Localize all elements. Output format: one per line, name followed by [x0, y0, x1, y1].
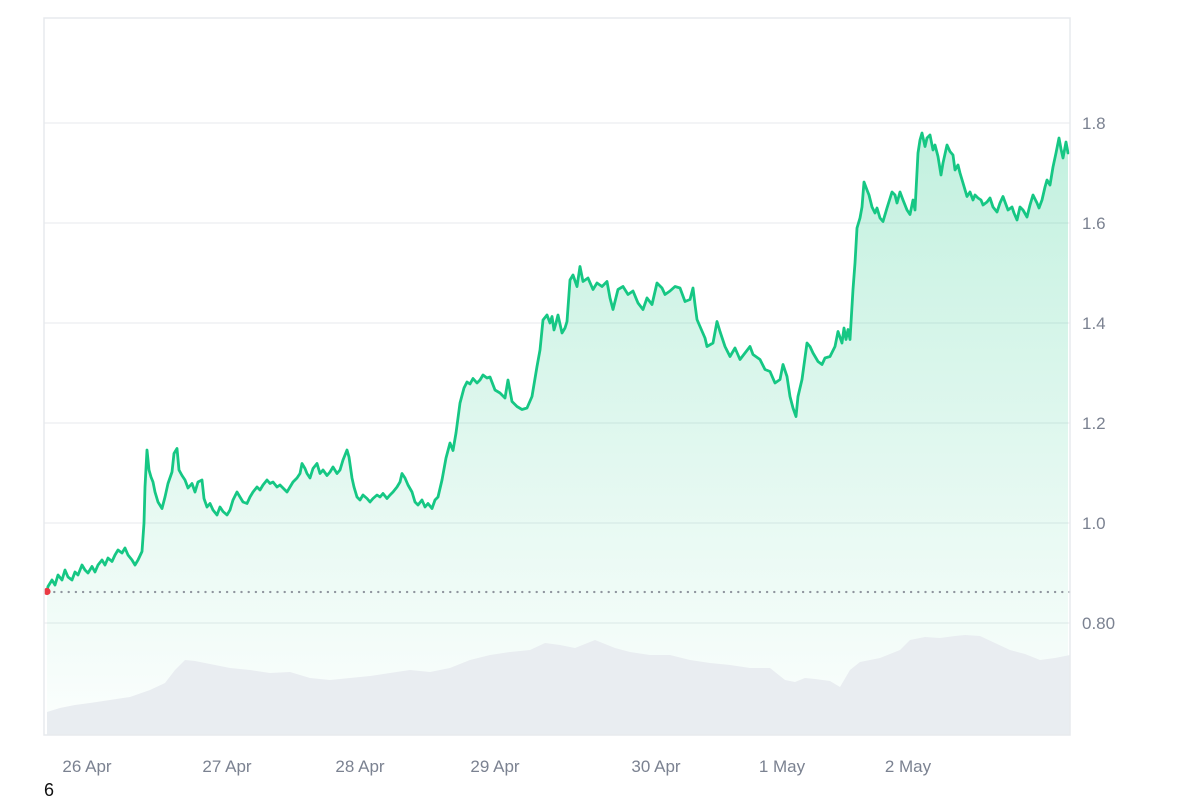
series-layer: [45, 131, 1070, 735]
y-tick-label: 1.6: [1082, 214, 1106, 233]
x-tick-label: 27 Apr: [202, 757, 251, 776]
y-tick-label: 0.80: [1082, 614, 1115, 633]
x-tick-label: 2 May: [885, 757, 932, 776]
x-tick-label: 1 May: [759, 757, 806, 776]
x-tick-label: 26 Apr: [62, 757, 111, 776]
baseline-start-marker: [43, 587, 51, 596]
price-area-fill: [47, 133, 1068, 735]
x-tick-label: 29 Apr: [470, 757, 519, 776]
overlay-layer: [43, 587, 1072, 596]
plot-border: [43, 17, 1071, 736]
volume-area: [47, 635, 1070, 735]
y-tick-label: 1.2: [1082, 414, 1106, 433]
y-tick-label: 1.4: [1082, 314, 1106, 333]
stray-character: 6: [44, 780, 54, 800]
x-tick-label: 28 Apr: [335, 757, 384, 776]
y-tick-label: 1.0: [1082, 514, 1106, 533]
y-tick-label: 1.8: [1082, 114, 1106, 133]
price-line: [45, 131, 1070, 593]
axis-layer: 1.8 1.6 1.4 1.2 1.0 0.80 26 Apr 27 Apr 28 Apr 29 …: [43, 17, 1115, 776]
x-tick-label: 30 Apr: [631, 757, 680, 776]
